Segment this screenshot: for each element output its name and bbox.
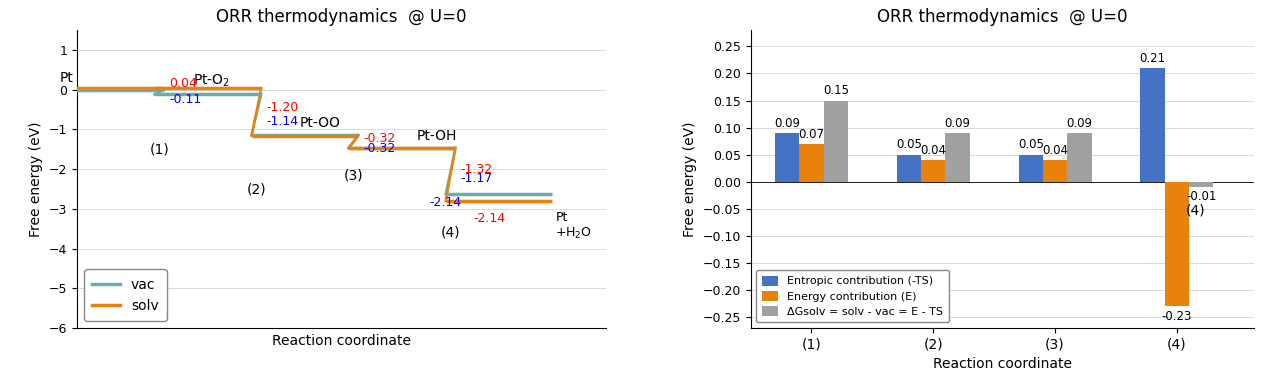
Bar: [1189, 182, 1213, 187]
Text: -1.14: -1.14: [266, 115, 298, 128]
Text: -0.32: -0.32: [364, 142, 396, 155]
Text: 0.09: 0.09: [1066, 117, 1092, 130]
Text: 0.05: 0.05: [1018, 138, 1043, 152]
Text: -2.14: -2.14: [430, 196, 462, 209]
Bar: [1043, 160, 1068, 182]
X-axis label: Reaction coordinate: Reaction coordinate: [933, 357, 1071, 371]
Text: (4): (4): [440, 226, 461, 240]
Text: (1): (1): [150, 142, 169, 156]
Text: 0.15: 0.15: [823, 84, 849, 97]
Text: 0.09: 0.09: [774, 117, 800, 130]
Y-axis label: Free energy (eV): Free energy (eV): [29, 121, 44, 237]
Bar: [774, 133, 799, 182]
Bar: [1140, 68, 1165, 182]
Bar: [799, 144, 823, 182]
Text: 0.09: 0.09: [945, 117, 970, 130]
Title: ORR thermodynamics  @ U=0: ORR thermodynamics @ U=0: [877, 8, 1128, 26]
Text: -0.01: -0.01: [1187, 190, 1216, 204]
Text: -2.14: -2.14: [474, 212, 506, 225]
Text: Pt-O$_2$: Pt-O$_2$: [193, 73, 230, 89]
Text: -1.17: -1.17: [461, 172, 493, 185]
Text: (3): (3): [343, 168, 364, 182]
Text: -0.23: -0.23: [1162, 310, 1192, 323]
Title: ORR thermodynamics  @ U=0: ORR thermodynamics @ U=0: [216, 8, 467, 26]
Y-axis label: Free energy (eV): Free energy (eV): [682, 121, 696, 237]
Legend: Entropic contribution (-TS), Energy contribution (E), ΔGsolv = solv - vac = E - : Entropic contribution (-TS), Energy cont…: [756, 270, 948, 322]
Bar: [922, 160, 946, 182]
Text: 0.04: 0.04: [1042, 144, 1068, 157]
Bar: [1019, 155, 1043, 182]
Bar: [946, 133, 970, 182]
Bar: [1068, 133, 1092, 182]
Text: Pt-OH: Pt-OH: [416, 129, 457, 143]
Text: 0.05: 0.05: [896, 138, 922, 152]
Text: -1.32: -1.32: [461, 164, 493, 176]
Text: Pt-OO: Pt-OO: [300, 116, 340, 130]
Text: Pt: Pt: [59, 71, 73, 85]
Text: -0.32: -0.32: [364, 132, 396, 145]
Legend: vac, solv: vac, solv: [83, 270, 168, 321]
Text: Pt
+H$_2$O: Pt +H$_2$O: [556, 211, 593, 241]
Text: 0.04: 0.04: [169, 77, 197, 90]
Text: (4): (4): [1185, 204, 1206, 218]
Bar: [1165, 182, 1189, 307]
Text: 0.07: 0.07: [799, 128, 824, 141]
X-axis label: Reaction coordinate: Reaction coordinate: [271, 334, 411, 348]
Text: -0.11: -0.11: [169, 93, 201, 106]
Text: 0.04: 0.04: [920, 144, 946, 157]
Bar: [823, 101, 847, 182]
Bar: [897, 155, 922, 182]
Text: 0.21: 0.21: [1139, 52, 1166, 65]
Text: (2): (2): [247, 182, 266, 196]
Text: -1.20: -1.20: [266, 101, 298, 115]
